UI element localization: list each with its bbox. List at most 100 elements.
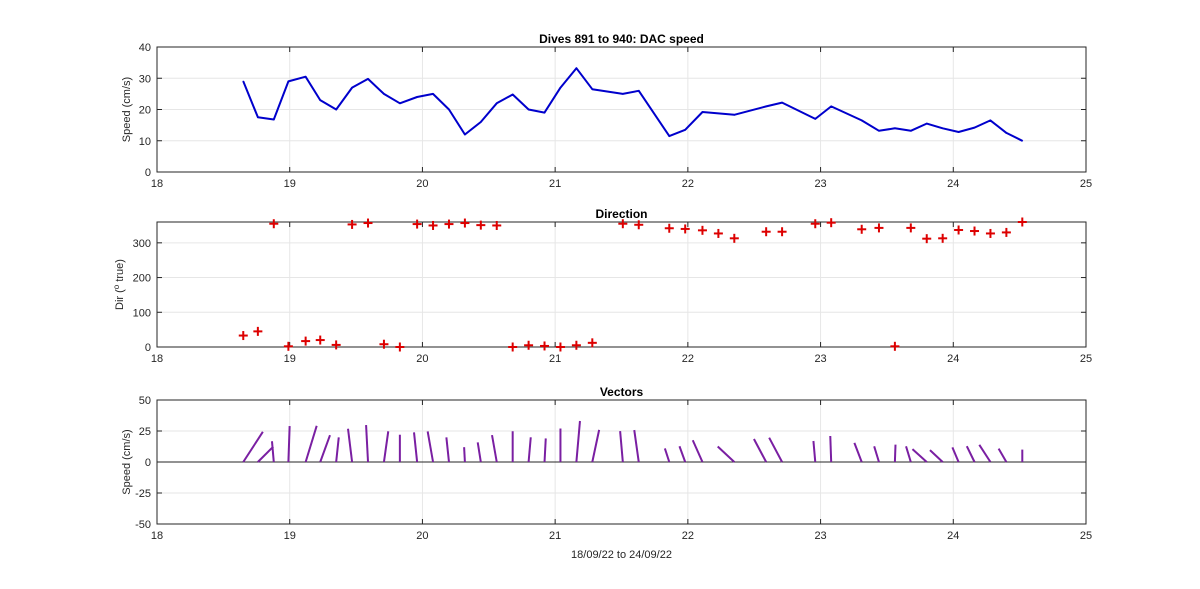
y-tick-label: 200 <box>133 273 151 285</box>
vector-stick <box>965 445 976 463</box>
x-tick-label: 19 <box>284 530 296 542</box>
x-tick-label: 24 <box>947 178 959 190</box>
speed-data-point <box>543 111 546 114</box>
speed-data-point <box>637 89 640 92</box>
direction-marker <box>922 234 932 244</box>
speed-data-point <box>894 127 896 130</box>
speed-data-point <box>559 86 562 89</box>
x-tick-label: 23 <box>814 530 826 542</box>
direction-marker <box>555 342 565 352</box>
vector-stick <box>591 429 601 463</box>
y-tick-label: 300 <box>133 238 151 250</box>
vector-stick <box>491 434 498 463</box>
speed-data-point <box>733 114 736 116</box>
speed-data-point <box>973 126 976 129</box>
y-tick-label: 0 <box>145 167 151 179</box>
speed-data-point <box>399 102 401 105</box>
speed-data-point <box>668 135 671 137</box>
direction-marker <box>269 219 279 229</box>
vector-stick <box>905 446 912 463</box>
x-tick-label: 21 <box>549 178 561 190</box>
speed-data-point <box>432 93 434 95</box>
vector-stick <box>873 446 880 463</box>
vector-stick <box>335 437 340 463</box>
direction-marker <box>363 218 373 228</box>
direction-marker <box>524 340 534 350</box>
speed-panel: 18 19 20 21 22 23 24 25 0 10 20 30 40 Dives 891 to … <box>121 32 1092 190</box>
x-tick-label: 24 <box>947 353 959 365</box>
y-tick-label: 30 <box>139 73 151 85</box>
direction-y-label-start: Dir ( <box>114 289 126 310</box>
speed-data-point <box>495 102 498 105</box>
speed-data-point <box>591 88 594 90</box>
y-tick-label: -25 <box>135 488 151 500</box>
vector-stick <box>691 439 704 463</box>
y-tick-label: 0 <box>145 342 151 354</box>
direction-marker <box>777 227 787 237</box>
y-tick-label: 0 <box>145 457 151 469</box>
vector-stick <box>287 426 291 463</box>
x-tick-label: 22 <box>682 178 694 190</box>
speed-data-point <box>480 121 482 123</box>
speed-data-point <box>781 101 783 104</box>
speed-data-point <box>575 67 578 70</box>
direction-marker <box>713 228 723 238</box>
speed-data-point <box>367 78 369 80</box>
direction-marker <box>508 342 518 352</box>
direction-marker <box>238 331 248 341</box>
vector-stick <box>853 442 863 463</box>
direction-marker <box>460 218 470 228</box>
x-tick-label: 20 <box>416 530 428 542</box>
direction-chart-title: Direction <box>595 207 647 221</box>
direction-marker <box>810 219 820 229</box>
speed-data-point <box>1021 139 1024 142</box>
vector-stick <box>270 441 275 463</box>
vector-stick <box>365 425 370 463</box>
y-tick-label: 20 <box>139 105 151 117</box>
speed-data-point <box>464 133 466 136</box>
vector-stick <box>753 438 768 463</box>
direction-marker <box>664 223 674 233</box>
speed-data-point <box>957 131 960 133</box>
vector-stick <box>663 448 671 463</box>
vector-stick <box>347 428 354 463</box>
x-tick-label: 18 <box>151 178 163 190</box>
y-tick-label: 100 <box>133 307 151 319</box>
speed-data-point <box>257 116 259 119</box>
x-tick-label: 25 <box>1080 530 1092 542</box>
vector-stick <box>829 435 833 463</box>
speed-series-line <box>242 67 1023 142</box>
direction-marker <box>253 326 263 336</box>
vector-stick <box>717 445 735 463</box>
vector-stick <box>633 429 640 463</box>
speed-data-point <box>830 105 832 108</box>
direction-marker <box>954 225 964 235</box>
speed-data-point <box>272 118 275 121</box>
speed-data-point <box>416 96 418 98</box>
direction-marker <box>540 341 550 351</box>
vector-stick <box>242 431 264 463</box>
speed-data-point <box>878 129 880 132</box>
direction-marker <box>476 220 486 230</box>
direction-marker <box>890 341 900 351</box>
vector-stick <box>812 440 817 463</box>
direction-marker <box>379 339 389 349</box>
speed-data-point <box>448 108 450 111</box>
x-tick-label: 19 <box>284 178 296 190</box>
speed-data-point <box>304 75 307 78</box>
vector-stick <box>543 438 547 463</box>
direction-marker <box>938 233 948 243</box>
vector-stick <box>997 448 1008 463</box>
vector-stick <box>257 445 274 463</box>
vector-stick <box>463 447 466 463</box>
vector-stick <box>911 448 928 463</box>
direction-marker <box>331 340 341 350</box>
direction-marker <box>618 219 628 229</box>
x-tick-label: 23 <box>814 178 826 190</box>
x-tick-label: 24 <box>947 530 959 542</box>
x-tick-label: 22 <box>682 530 694 542</box>
direction-marker <box>761 227 771 237</box>
vector-stick <box>978 444 992 463</box>
